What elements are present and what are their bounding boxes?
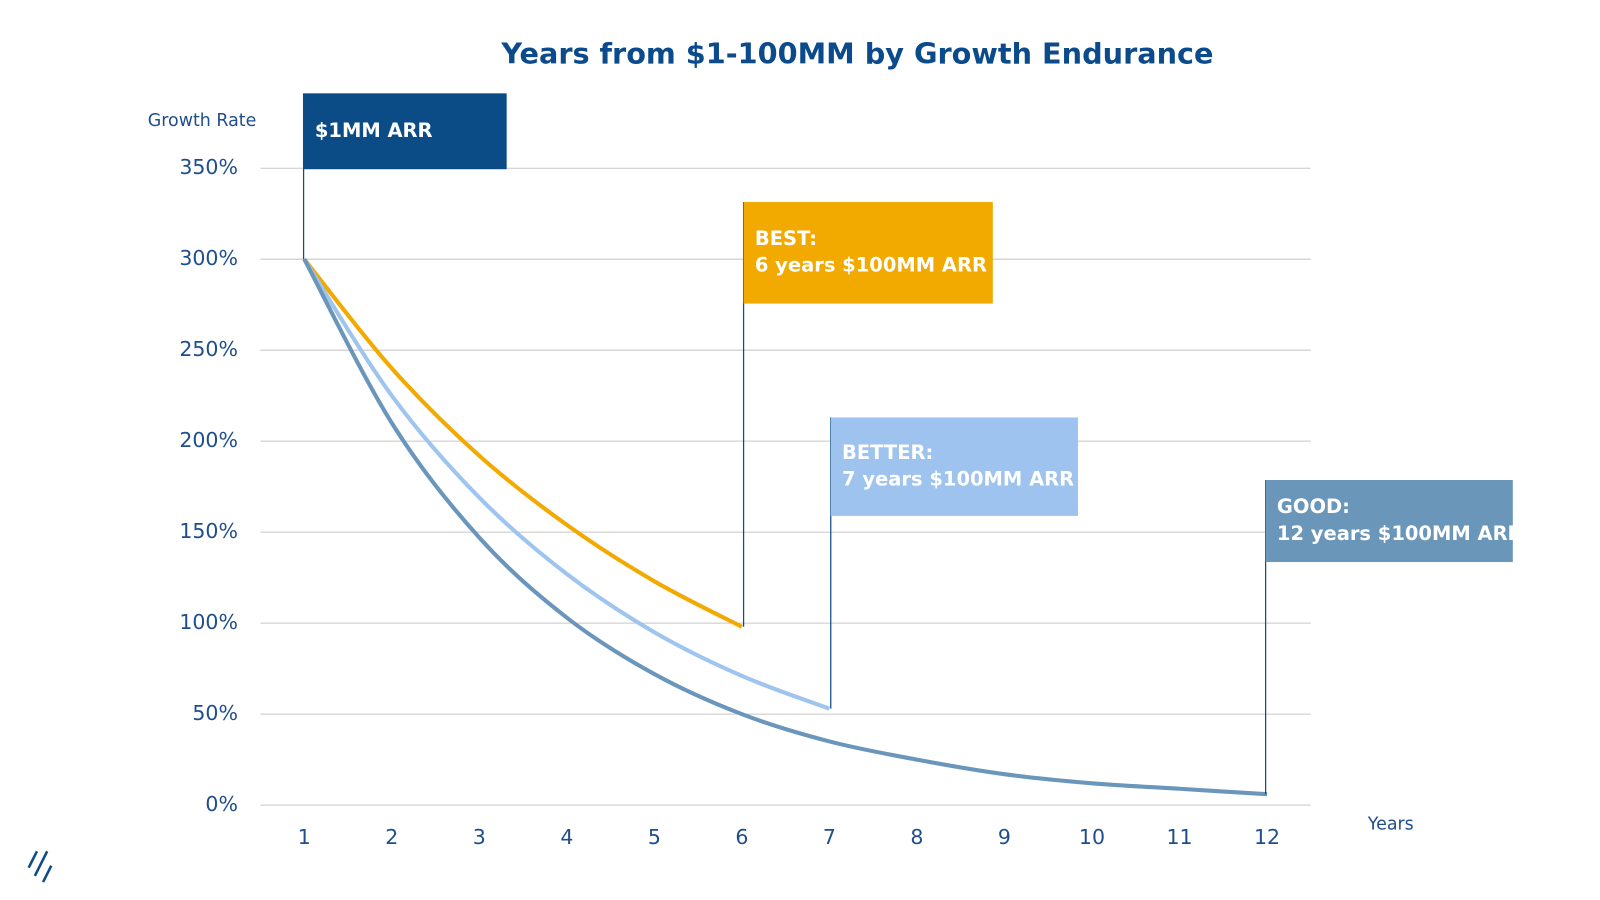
y-axis-label: Growth Rate <box>148 111 257 131</box>
logo <box>27 850 53 883</box>
y-tick-label: 100% <box>179 610 238 634</box>
series-line <box>302 257 743 629</box>
annotation-box <box>743 202 993 304</box>
x-tick-label: 4 <box>560 825 573 849</box>
series-line <box>302 258 1268 797</box>
annotation: BETTER: 7 years $100MM ARR <box>830 417 1078 709</box>
x-tick-label: 11 <box>1166 825 1192 849</box>
annotation-box <box>830 417 1078 516</box>
x-tick-label: 2 <box>385 825 398 849</box>
series-line <box>302 258 831 711</box>
annotation-text: 7 years $100MM ARR <box>842 468 1074 491</box>
chart-title: Years from $1-100MM by Growth Endurance <box>500 36 1213 70</box>
x-tick-label: 9 <box>998 825 1011 849</box>
annotation-text: BEST: <box>755 227 817 250</box>
x-axis-label: Years <box>1367 815 1414 835</box>
annotation-text: 6 years $100MM ARR <box>755 254 987 277</box>
annotation-text: 12 years $100MM ARR <box>1277 522 1523 545</box>
annotation: $1MM ARR <box>302 93 507 260</box>
x-tick-label: 12 <box>1254 825 1280 849</box>
y-tick-label: 0% <box>205 792 238 816</box>
y-tick-label: 150% <box>179 519 238 543</box>
y-tick-label: 50% <box>192 701 238 725</box>
annotation-text: BETTER: <box>842 441 933 464</box>
x-tick-label: 7 <box>823 825 836 849</box>
x-tick-label: 10 <box>1079 825 1105 849</box>
x-tick-label: 6 <box>735 825 748 849</box>
x-tick-label: 1 <box>298 825 311 849</box>
annotation-box <box>303 93 507 170</box>
y-tick-label: 300% <box>179 246 238 270</box>
y-tick-label: 200% <box>179 428 238 452</box>
annotation: BEST: 6 years $100MM ARR <box>742 202 993 627</box>
y-tick-label: 250% <box>179 337 238 361</box>
annotation-text: GOOD: <box>1277 495 1350 518</box>
annotation: GOOD: 12 years $100MM ARR <box>1265 479 1523 795</box>
x-tick-label: 5 <box>648 825 661 849</box>
y-tick-label: 350% <box>179 155 238 179</box>
annotation-text: $1MM ARR <box>315 119 433 142</box>
x-tick-label: 8 <box>910 825 923 849</box>
x-tick-label: 3 <box>473 825 486 849</box>
annotation-box <box>1265 480 1513 563</box>
